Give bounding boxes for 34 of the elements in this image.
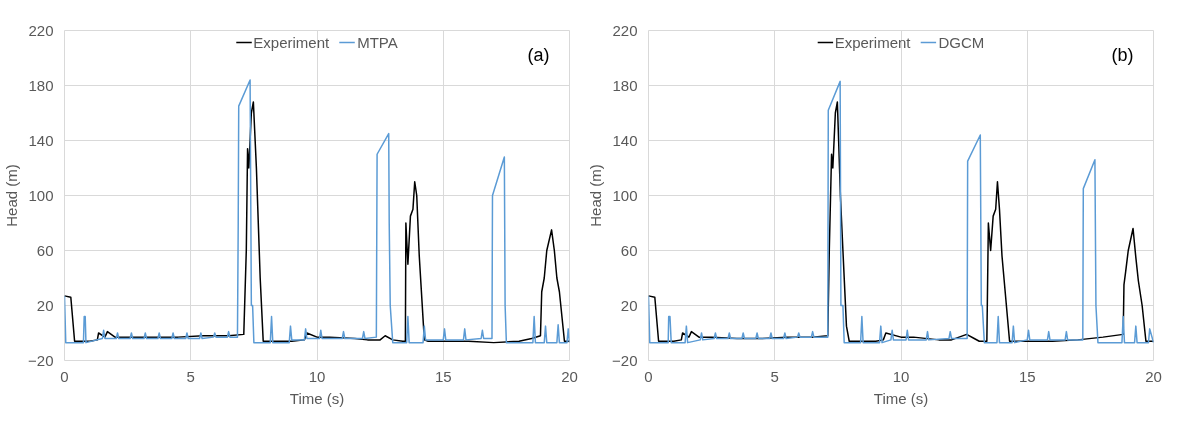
- y-tick-label: 20: [36, 296, 54, 314]
- x-tick-label: 5: [770, 367, 779, 385]
- y-tick-label: 180: [612, 76, 638, 94]
- x-tick-label: 20: [561, 367, 578, 385]
- y-tick-label: 60: [620, 241, 638, 259]
- y-tick-label: 20: [620, 296, 638, 314]
- annotation: (a): [527, 44, 550, 65]
- y-tick-label: 100: [28, 186, 54, 204]
- y-tick-label: 60: [36, 241, 54, 259]
- x-tick-label: 15: [434, 367, 452, 385]
- y-tick-label: 140: [28, 131, 54, 149]
- y-axis-title: Head (m): [3, 164, 21, 227]
- x-tick-label: 0: [60, 367, 69, 385]
- y-tick-label: 100: [612, 186, 638, 204]
- x-tick-label: 5: [186, 367, 195, 385]
- y-tick-label: −20: [612, 351, 638, 369]
- x-axis-title: Time (s): [873, 389, 929, 407]
- y-axis-title: Head (m): [587, 164, 605, 227]
- legend-label: Experiment: [253, 33, 330, 51]
- y-tick-label: 220: [28, 21, 54, 39]
- legend-label: MTPA: [357, 33, 398, 51]
- x-tick-label: 10: [308, 367, 326, 385]
- legend-label: DGCM: [938, 33, 985, 51]
- x-tick-label: 0: [644, 367, 653, 385]
- x-axis-title: Time (s): [289, 389, 345, 407]
- annotation: (b): [1111, 44, 1134, 65]
- y-tick-label: 220: [612, 21, 638, 39]
- x-tick-label: 10: [892, 367, 910, 385]
- y-tick-label: 140: [612, 131, 638, 149]
- y-tick-label: 180: [28, 76, 54, 94]
- y-tick-label: −20: [28, 351, 54, 369]
- legend-label: Experiment: [834, 33, 911, 51]
- x-tick-label: 20: [1145, 367, 1162, 385]
- x-tick-label: 15: [1018, 367, 1036, 385]
